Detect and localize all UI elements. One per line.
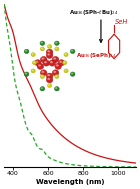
Ellipse shape <box>58 60 65 66</box>
Ellipse shape <box>48 78 50 79</box>
Ellipse shape <box>40 47 45 51</box>
Ellipse shape <box>64 62 65 63</box>
Ellipse shape <box>49 60 56 66</box>
Ellipse shape <box>54 87 59 91</box>
Ellipse shape <box>55 63 61 69</box>
Ellipse shape <box>54 41 59 45</box>
Ellipse shape <box>24 72 29 76</box>
Ellipse shape <box>55 47 59 51</box>
Ellipse shape <box>25 50 27 51</box>
Ellipse shape <box>70 49 75 53</box>
Ellipse shape <box>47 45 52 48</box>
Ellipse shape <box>40 87 45 91</box>
Ellipse shape <box>64 69 68 73</box>
Ellipse shape <box>71 50 73 51</box>
Ellipse shape <box>40 70 47 76</box>
Ellipse shape <box>55 75 59 78</box>
Ellipse shape <box>46 73 53 79</box>
Ellipse shape <box>32 70 33 71</box>
Ellipse shape <box>33 62 34 63</box>
Ellipse shape <box>52 57 59 63</box>
Ellipse shape <box>40 41 45 45</box>
Text: Au$_{36}$(SPh-$t$Bu)$_{24}$: Au$_{36}$(SPh-$t$Bu)$_{24}$ <box>69 8 118 17</box>
Ellipse shape <box>48 75 50 76</box>
Ellipse shape <box>54 58 56 59</box>
Ellipse shape <box>71 73 73 74</box>
X-axis label: Wavelength (nm): Wavelength (nm) <box>36 179 104 185</box>
Ellipse shape <box>54 71 56 72</box>
Ellipse shape <box>56 42 57 43</box>
Ellipse shape <box>24 49 29 53</box>
Ellipse shape <box>43 60 50 66</box>
Ellipse shape <box>64 53 68 57</box>
Ellipse shape <box>34 60 41 66</box>
Ellipse shape <box>46 49 53 55</box>
Ellipse shape <box>48 51 50 52</box>
Ellipse shape <box>56 48 57 49</box>
Ellipse shape <box>36 61 38 62</box>
Ellipse shape <box>70 72 75 76</box>
Ellipse shape <box>32 61 37 65</box>
Ellipse shape <box>46 52 53 58</box>
Ellipse shape <box>37 63 44 69</box>
Ellipse shape <box>39 65 40 66</box>
Ellipse shape <box>40 57 47 63</box>
Ellipse shape <box>45 62 46 63</box>
Text: Au$_{36}$(SePh)$_{24}$: Au$_{36}$(SePh)$_{24}$ <box>76 51 117 60</box>
Ellipse shape <box>47 84 52 88</box>
Text: SeH: SeH <box>115 19 128 25</box>
Ellipse shape <box>42 58 44 59</box>
Ellipse shape <box>46 77 53 83</box>
Ellipse shape <box>52 70 59 76</box>
Ellipse shape <box>48 54 50 55</box>
Ellipse shape <box>60 61 61 62</box>
Ellipse shape <box>40 75 45 78</box>
Ellipse shape <box>51 62 52 63</box>
Ellipse shape <box>25 73 27 74</box>
Ellipse shape <box>41 42 42 43</box>
Ellipse shape <box>41 48 42 49</box>
Ellipse shape <box>31 53 35 57</box>
Ellipse shape <box>42 71 44 72</box>
Ellipse shape <box>63 61 67 65</box>
Ellipse shape <box>31 69 35 73</box>
Ellipse shape <box>57 65 58 66</box>
Ellipse shape <box>65 70 66 71</box>
